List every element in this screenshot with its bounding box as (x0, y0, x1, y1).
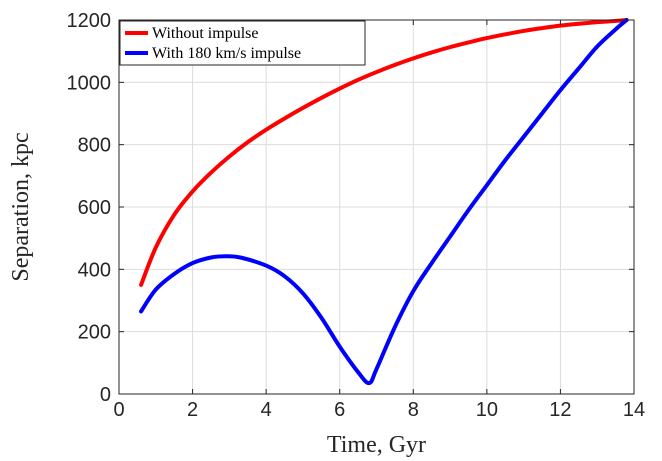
y-tick-label: 1000 (67, 72, 112, 94)
x-tick-label: 14 (623, 399, 645, 421)
legend-box (119, 20, 366, 66)
legend-label-with-impulse: With 180 km/s impulse (152, 45, 301, 62)
series-line-without-impulse (139, 18, 629, 287)
axis-ticks: 0 2 4 6 8 10 12 14 0 200 400 600 800 1000 1200 (67, 10, 646, 421)
x-tick-label: 0 (113, 399, 124, 421)
y-axis-label: Separation, kpc (8, 132, 34, 281)
y-tick-label: 0 (100, 384, 111, 406)
y-tick-label: 200 (78, 322, 111, 344)
x-tick-label: 2 (187, 399, 198, 421)
legend: Without impulse With 180 km/s impulse (119, 20, 366, 66)
y-tick-label: 600 (78, 197, 111, 219)
y-tick-label: 1200 (67, 10, 112, 32)
series-line-with-impulse (139, 18, 629, 386)
x-axis-label: Time, Gyr (327, 432, 426, 458)
series-layer (139, 18, 629, 386)
x-tick-label: 8 (408, 399, 419, 421)
y-tick-label: 400 (78, 259, 111, 281)
y-tick-label: 800 (78, 135, 111, 157)
x-tick-label: 10 (476, 399, 498, 421)
x-tick-label: 12 (549, 399, 571, 421)
x-tick-label: 4 (261, 399, 272, 421)
legend-label-without-impulse: Without impulse (152, 25, 258, 42)
x-tick-label: 6 (334, 399, 345, 421)
